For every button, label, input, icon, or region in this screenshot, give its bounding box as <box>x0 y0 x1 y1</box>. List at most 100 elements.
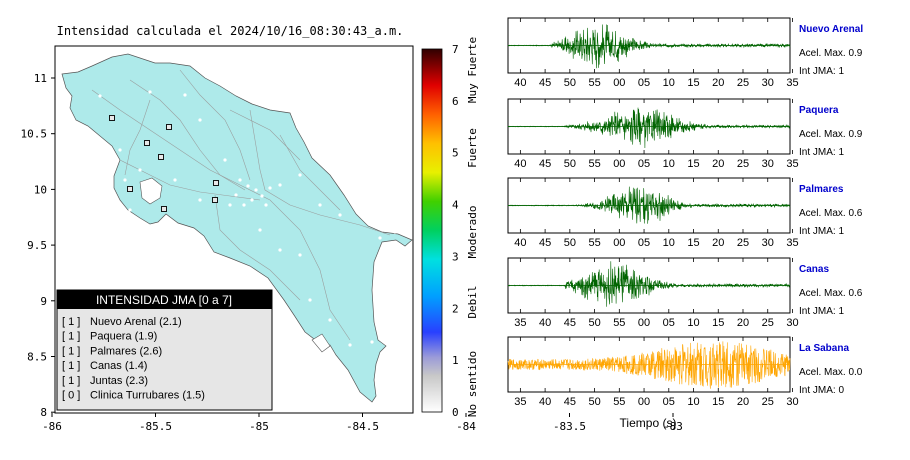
waveform-tick-label: 30 <box>786 396 798 408</box>
waveform-tick-label: 40 <box>539 396 551 408</box>
city-dot <box>298 253 302 257</box>
legend-item-level: [ 1 ] <box>62 375 80 387</box>
colorbar-tick-label: 6 <box>452 95 459 108</box>
city-dots <box>98 90 397 347</box>
waveform-tick-label: 40 <box>514 77 526 89</box>
station-marker <box>127 186 133 192</box>
road-network <box>91 69 391 341</box>
waveform-tick-label: 00 <box>638 317 650 329</box>
waveform-tick-label: 05 <box>638 158 650 170</box>
city-dot <box>128 208 132 212</box>
waveform-tick-label: 30 <box>762 77 774 89</box>
waveform-trace <box>507 107 791 149</box>
city-dot <box>298 173 302 177</box>
waveform-panel: 40 45 50 55 00 05 10 15 20 25 30 35 Nuevo Arenal Acel… <box>507 17 863 89</box>
legend-item-label: Clinica Turrubares (1.5) <box>90 390 205 402</box>
city-dot <box>258 228 262 232</box>
waveform-tick-label: 50 <box>588 317 600 329</box>
gulf-of-nicoya <box>139 177 163 205</box>
waveform-tick-label: 00 <box>638 396 650 408</box>
legend-items: [ 1 ] Nuevo Arenal (2.1) [ 1 ] Paquera (1.9… <box>62 316 205 402</box>
waveform-tick-label: 15 <box>712 317 724 329</box>
map-y-tick-label: 9.5 <box>27 239 47 252</box>
waveform-tick-label: 10 <box>663 77 675 89</box>
station-name: Canas <box>799 264 829 275</box>
waveform-tick-label: 25 <box>762 396 774 408</box>
waveform-tick-label: 50 <box>588 396 600 408</box>
waveform-tick-label: 15 <box>712 396 724 408</box>
station-marker <box>161 206 167 212</box>
waveform-tick-label: 50 <box>564 77 576 89</box>
station-jma: Int JMA: 1 <box>799 226 844 237</box>
station-name: La Sabana <box>799 343 849 354</box>
colorbar-tick-label: 3 <box>452 250 459 263</box>
legend-item-level: [ 0 ] <box>62 390 80 402</box>
city-dot <box>246 184 250 188</box>
waveform-tick-label: 55 <box>588 237 600 249</box>
city-dot <box>198 198 202 202</box>
station-jma: Int JMA: 1 <box>799 306 844 317</box>
city-dot <box>123 178 127 182</box>
city-dot <box>348 343 352 347</box>
legend-item-label: Canas (1.4) <box>90 360 147 372</box>
station-marker <box>213 180 219 186</box>
waveform-tick-label: 10 <box>663 237 675 249</box>
map-x-tick-label: -86 <box>42 420 62 433</box>
waveform-tick-label: 05 <box>638 77 650 89</box>
colorbar-tick-label: 2 <box>452 302 459 315</box>
city-dot <box>264 203 268 207</box>
waveform-tick-label: 25 <box>762 317 774 329</box>
colorbar-tick-label: 5 <box>452 147 459 160</box>
waveform-tick-label: 45 <box>564 317 576 329</box>
waveform-tick-label: 25 <box>737 77 749 89</box>
colorbar-tick-label: 7 <box>452 43 459 56</box>
waveform-tick-label: 30 <box>762 237 774 249</box>
waveform-tick-label: 35 <box>786 158 798 170</box>
map-x-tick-label: -84.5 <box>346 420 379 433</box>
legend-item-label: Juntas (2.3) <box>90 375 148 387</box>
map-y-axis: 11 10.5 10 9.5 9 8.5 8 <box>21 72 55 419</box>
waveform-tick-label: 15 <box>687 77 699 89</box>
waveform-tick-label: 35 <box>786 77 798 89</box>
waveform-tick-label: 10 <box>663 158 675 170</box>
city-dot <box>393 230 397 234</box>
station-accel: Acel. Max. 0.6 <box>799 288 863 299</box>
city-dot <box>242 203 246 207</box>
waveform-tick-label: 30 <box>786 317 798 329</box>
legend-item-label: Nuevo Arenal (2.1) <box>90 316 182 328</box>
colorbar-gradient <box>421 48 443 413</box>
city-dot <box>173 178 177 182</box>
waveform-tick-label: 25 <box>737 158 749 170</box>
waveform-tick-label: 40 <box>539 317 551 329</box>
city-dot <box>198 118 202 122</box>
waveform-trace <box>507 341 791 389</box>
map-x-tick-label: -85.5 <box>139 420 172 433</box>
station-name: Nuevo Arenal <box>799 24 863 35</box>
city-dot <box>234 193 238 197</box>
waveform-tick-label: 50 <box>564 158 576 170</box>
city-dot <box>278 248 282 252</box>
colorbar: 7 6 5 4 3 2 1 0 Muy Fuerte Fuerte Moderado Debil No… <box>421 37 479 419</box>
city-dot <box>238 178 242 182</box>
waveform-trace <box>508 24 791 69</box>
waveform-tick-label: 55 <box>613 396 625 408</box>
city-dot <box>254 188 258 192</box>
colorbar-ticks: 7 6 5 4 3 2 1 0 <box>452 43 459 419</box>
waveform-tick-label: 55 <box>588 77 600 89</box>
legend-item-level: [ 1 ] <box>62 331 80 343</box>
city-dot <box>260 194 264 198</box>
station-jma: Int JMA: 0 <box>799 385 844 396</box>
station-accel: Acel. Max. 0.6 <box>799 208 863 219</box>
city-dot <box>118 148 122 152</box>
waveform-trace <box>508 261 791 307</box>
waveform-trace <box>507 186 791 224</box>
waveform-tick-label: 45 <box>564 396 576 408</box>
waveform-tick-label: 50 <box>564 237 576 249</box>
waveform-tick-label: 25 <box>737 237 749 249</box>
city-dot <box>308 298 312 302</box>
map-y-tick-label: 8 <box>40 406 47 419</box>
colorbar-level-label: Debil <box>466 285 479 318</box>
station-jma: Int JMA: 1 <box>799 147 844 158</box>
map-x-tick-label: -83 <box>663 420 683 433</box>
